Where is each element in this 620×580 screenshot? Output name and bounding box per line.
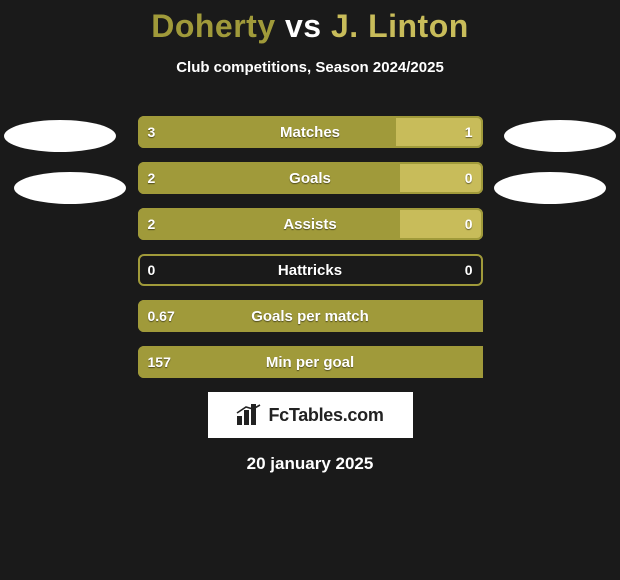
player2-name: J. Linton	[331, 8, 469, 44]
stat-label: Assists	[138, 208, 483, 240]
stat-row: 20Goals	[138, 162, 483, 194]
stat-label: Matches	[138, 116, 483, 148]
stat-row: 00Hattricks	[138, 254, 483, 286]
player1-portrait-placeholder	[4, 120, 116, 152]
source-logo-text: FcTables.com	[268, 405, 383, 426]
stat-label: Goals	[138, 162, 483, 194]
stat-row: 157Min per goal	[138, 346, 483, 378]
snapshot-date: 20 january 2025	[0, 454, 620, 474]
player2-portrait-placeholder	[504, 120, 616, 152]
vs-label: vs	[285, 8, 322, 44]
stat-label: Min per goal	[138, 346, 483, 378]
player1-name: Doherty	[151, 8, 275, 44]
stat-rows: 31Matches 20Goals 20Assists 00Hattricks 0.67…	[138, 116, 483, 378]
stat-row: 31Matches	[138, 116, 483, 148]
bars-icon	[236, 404, 262, 426]
player1-club-placeholder	[14, 172, 126, 204]
stat-label: Hattricks	[138, 254, 483, 286]
source-logo: FcTables.com	[208, 392, 413, 438]
stat-row: 20Assists	[138, 208, 483, 240]
subtitle: Club competitions, Season 2024/2025	[0, 59, 620, 76]
player2-club-placeholder	[494, 172, 606, 204]
chart-area: 31Matches 20Goals 20Assists 00Hattricks 0.67…	[0, 116, 620, 378]
stat-row: 0.67Goals per match	[138, 300, 483, 332]
comparison-title: Doherty vs J. Linton	[0, 0, 620, 45]
stat-label: Goals per match	[138, 300, 483, 332]
